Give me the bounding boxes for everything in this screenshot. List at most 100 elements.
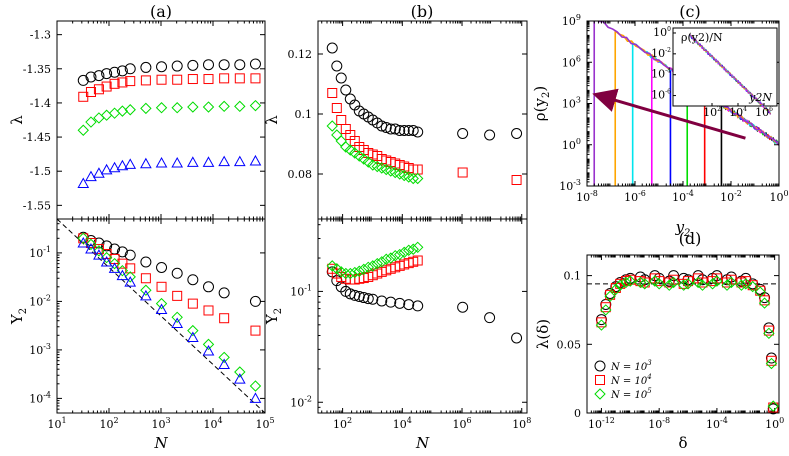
data-point-black	[412, 300, 424, 312]
data-point-black	[116, 246, 128, 258]
data-point-green	[335, 135, 347, 147]
data-point-black	[484, 312, 496, 324]
data-point-N = 10^5	[696, 279, 709, 291]
data-point-green	[326, 120, 338, 132]
y-tick-label: 0.1	[295, 108, 313, 121]
data-point-N = 10^5	[639, 278, 651, 290]
data-point-blue	[116, 269, 129, 281]
data-point-green	[187, 101, 199, 113]
data-point-N = 10^5	[663, 279, 675, 291]
data-point-black	[398, 125, 410, 136]
data-point-red	[156, 74, 167, 85]
data-point-blue	[171, 156, 184, 168]
data-point-green	[362, 156, 374, 168]
data-point-N = 10^5	[763, 327, 775, 340]
y-axis-label: λ	[263, 115, 281, 125]
panel-label: (a)	[150, 2, 172, 21]
data-point-red	[412, 255, 423, 266]
x-tick-label: 108	[512, 416, 531, 431]
x-tick-label: 10-6	[624, 189, 646, 204]
data-point-black	[394, 125, 406, 136]
data-point-green	[187, 324, 199, 337]
data-point-red	[172, 290, 183, 301]
data-point-blue	[108, 161, 121, 173]
data-point-N = 10^5	[624, 275, 637, 287]
data-point-green	[171, 102, 183, 114]
x-tick-label: 104	[393, 416, 412, 431]
data-point-green	[218, 351, 230, 364]
data-point-green	[394, 248, 406, 261]
data-point-N = 10^4	[697, 277, 708, 288]
data-point-blue	[100, 255, 113, 267]
data-point-red	[187, 74, 198, 85]
data-point-black	[394, 297, 406, 309]
data-point-red	[125, 76, 136, 87]
data-point-blue	[140, 289, 152, 301]
data-point-green	[124, 104, 136, 116]
panel-label: (c)	[679, 2, 700, 21]
x-tick-label: 104	[203, 416, 222, 431]
data-point-blue	[249, 392, 262, 403]
data-point-N = 10^5	[653, 278, 665, 290]
data-point-green	[93, 245, 105, 257]
data-point-green	[140, 284, 152, 296]
data-point-green	[371, 257, 383, 270]
data-point-blue	[218, 155, 230, 167]
data-point-red	[109, 78, 120, 89]
data-point-blue	[249, 154, 262, 166]
data-point-black	[140, 61, 152, 73]
data-point-N = 10^4	[763, 325, 774, 336]
panel-d-frame	[586, 254, 780, 414]
data-point-green	[326, 260, 338, 272]
data-point-black	[140, 256, 152, 268]
data-point-green	[380, 253, 392, 265]
panel-label: (b)	[411, 2, 434, 21]
data-point-red	[219, 73, 230, 84]
data-point-green	[411, 172, 424, 185]
data-point-green	[155, 102, 168, 114]
data-point-red	[250, 73, 261, 84]
inset-x-label: y2N	[748, 91, 772, 104]
x-tick-label: 10-2	[720, 189, 742, 204]
x-tick-label: 10-8	[576, 189, 598, 204]
data-point-black	[403, 125, 415, 136]
y-tick-label: -1.35	[23, 63, 51, 76]
data-point-N = 10^4	[605, 289, 616, 300]
x-tick-label: 10-12	[588, 416, 615, 431]
y-tick-label: 10-3	[559, 178, 581, 193]
data-point-blue	[202, 344, 215, 356]
data-point-blue	[233, 373, 246, 384]
data-point-green	[218, 100, 230, 113]
data-point-N = 10^4	[768, 402, 779, 413]
data-point-green	[77, 232, 89, 245]
data-point-black	[407, 125, 419, 136]
y-tick-label: 10-3	[29, 342, 51, 357]
data-point-black	[156, 61, 168, 73]
data-point-blue	[171, 317, 184, 329]
legend-label: N = 103	[610, 359, 652, 373]
inset-x-tick-label: 104	[729, 106, 747, 119]
data-point-N = 10^5	[721, 279, 733, 291]
legend-label: N = 105	[610, 387, 652, 401]
data-point-green	[340, 141, 352, 153]
x-tick-label: 103	[151, 416, 170, 431]
data-point-green	[155, 297, 168, 310]
data-point-N = 10^5	[682, 278, 694, 290]
data-point-black	[202, 281, 214, 293]
data-point-green	[358, 263, 370, 276]
data-point-green	[349, 266, 361, 279]
data-point-green	[331, 263, 343, 275]
data-point-blue	[155, 156, 168, 168]
inset-x-tick-label: 102	[703, 106, 721, 119]
y-tick-label: 109	[562, 13, 581, 28]
data-point-green	[234, 100, 246, 113]
data-point-blue	[77, 236, 90, 248]
inset-y-tick-label: 10-4	[651, 68, 671, 81]
data-point-red	[457, 167, 468, 178]
data-point-black	[171, 267, 183, 279]
data-point-red	[234, 73, 245, 84]
x-tick-label: 100	[769, 189, 788, 204]
data-point-green	[124, 271, 136, 283]
